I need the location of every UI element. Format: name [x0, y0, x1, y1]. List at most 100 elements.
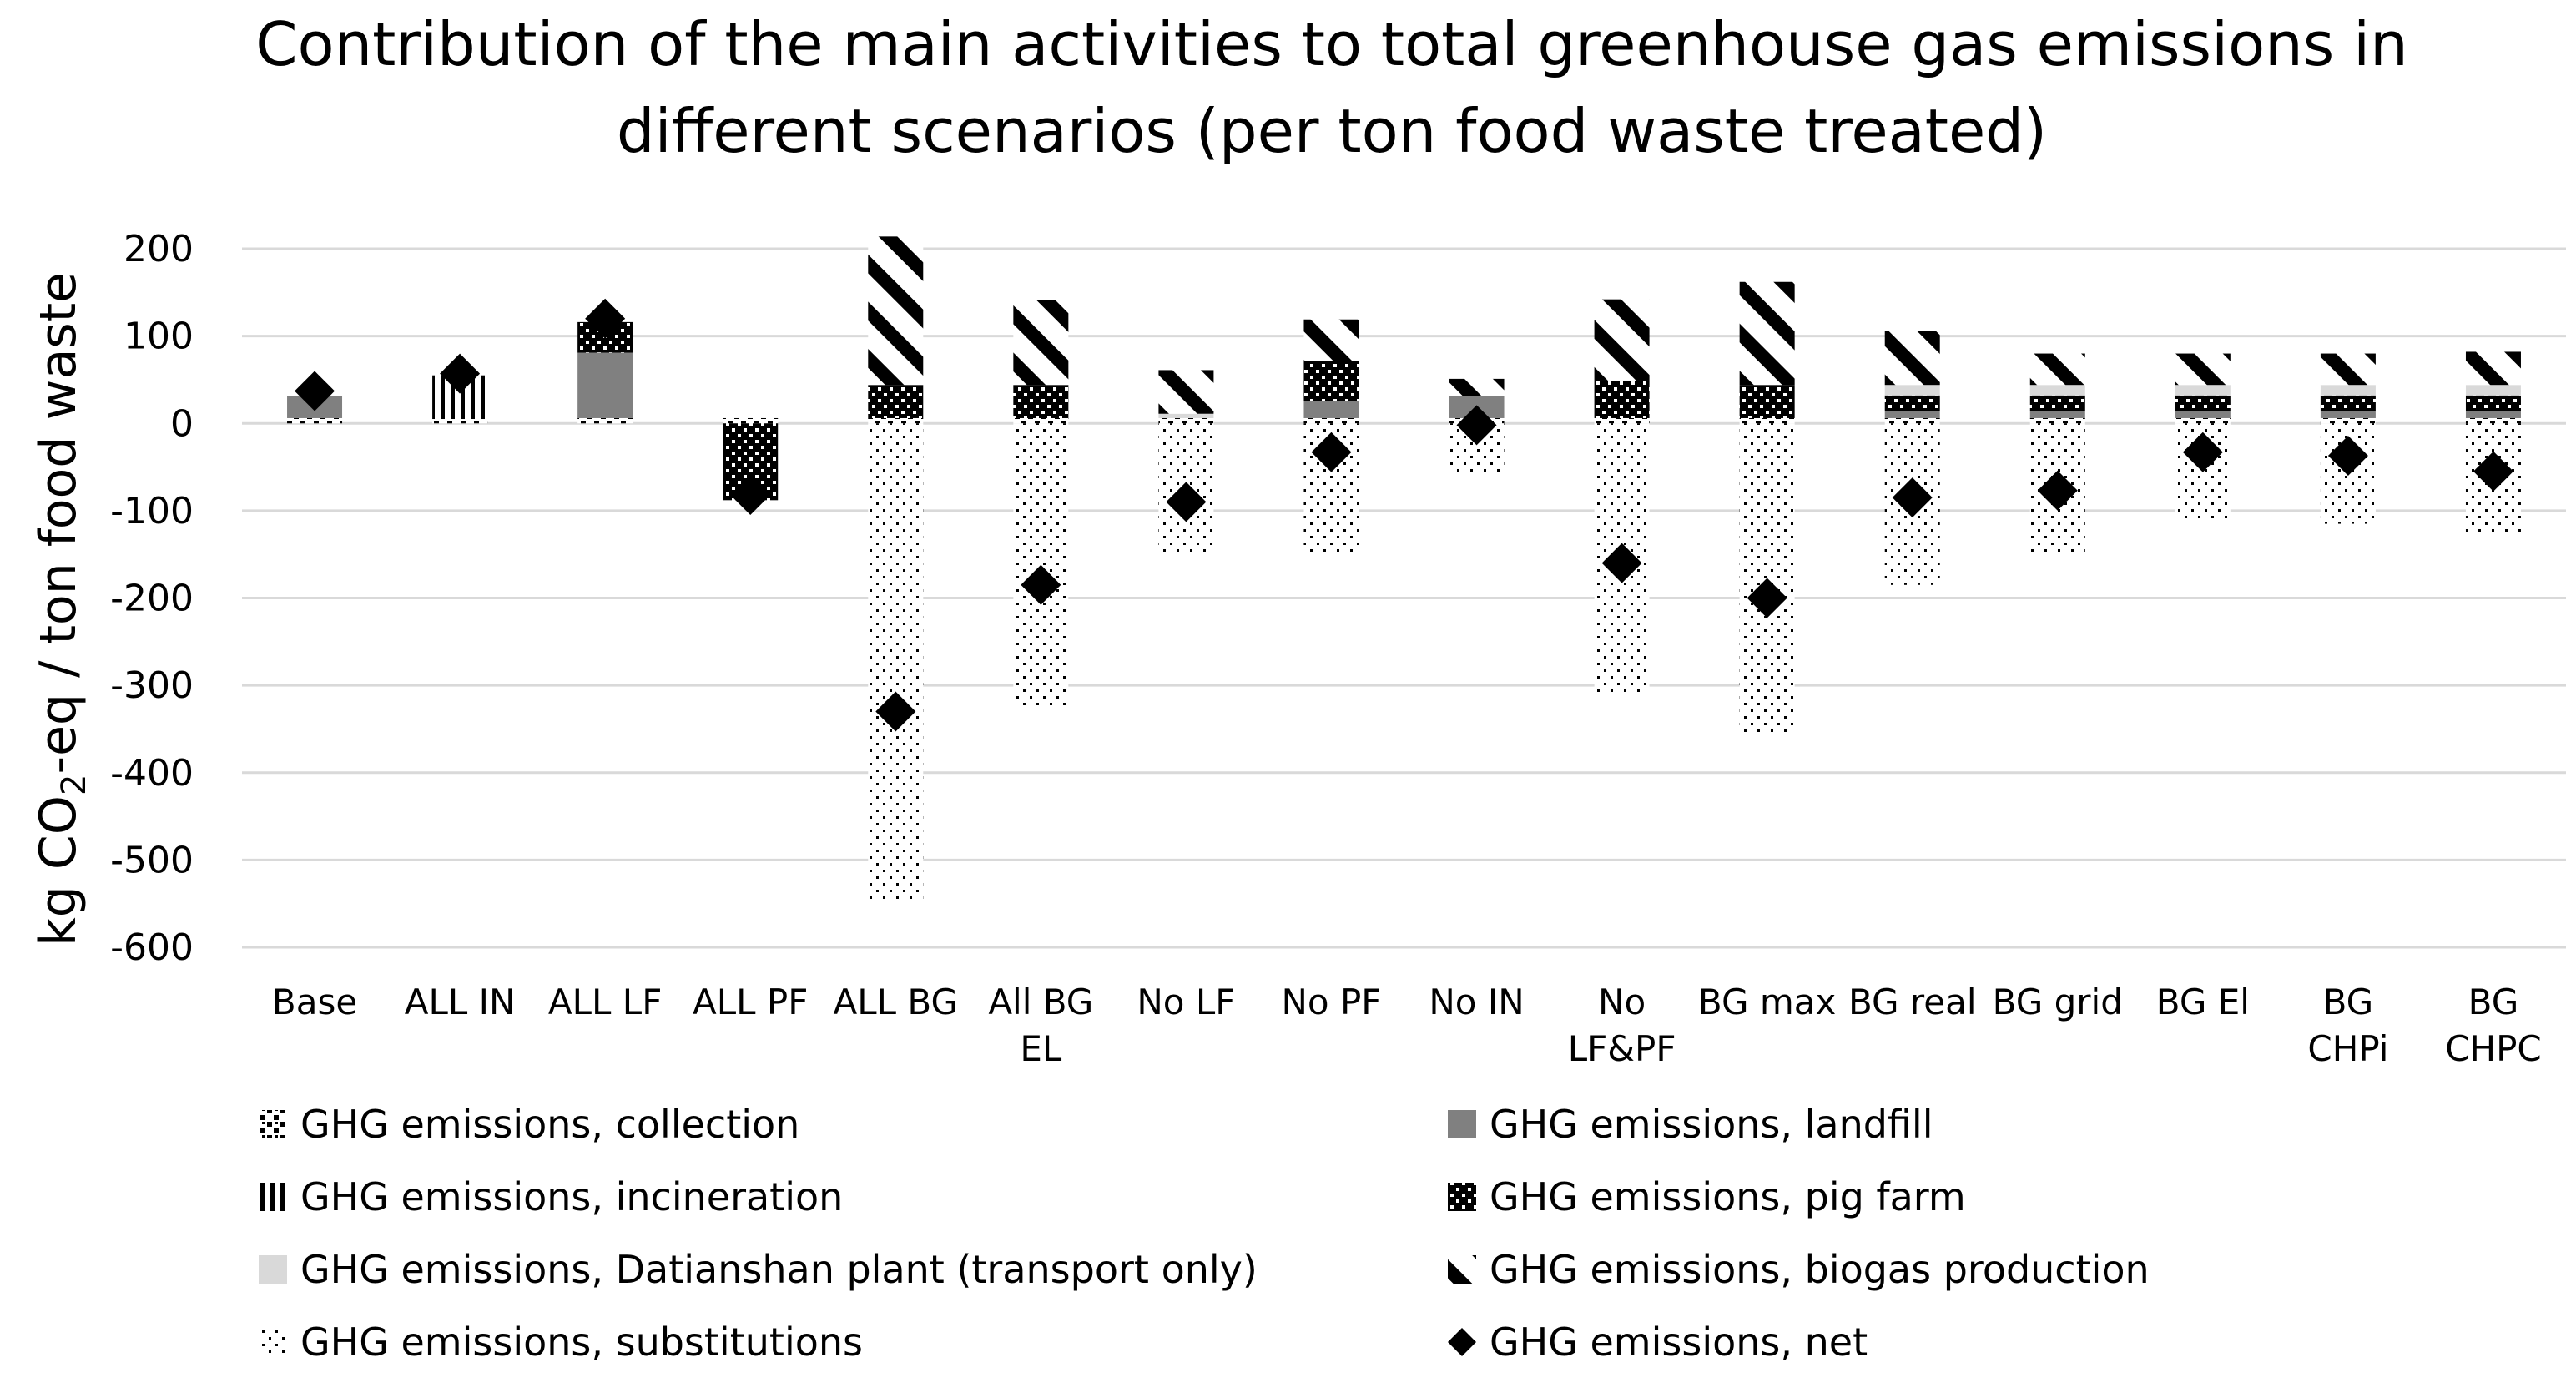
bar-segment-landfill: [2175, 411, 2231, 418]
bar-segment-collection: [287, 417, 343, 424]
y-axis-label-subscript: 2: [55, 775, 93, 795]
bar-segment-biogas: [1303, 319, 1359, 361]
bar-segment-collection: [868, 417, 924, 424]
bar-segment-landfill: [577, 352, 633, 418]
legend-swatch-net: [1448, 1328, 1476, 1356]
x-tick-label-line: CHPC: [2445, 1028, 2542, 1069]
legend-item: GHG emissions, landfill: [1448, 1102, 1933, 1147]
y-tick-label: -200: [110, 578, 194, 620]
legend-label: GHG emissions, substitutions: [300, 1320, 863, 1365]
x-tick-label-line: BG: [2468, 982, 2519, 1022]
legend-label: GHG emissions, net: [1490, 1320, 1868, 1365]
x-tick-label: No LF&PF: [1568, 982, 1676, 1069]
bar-stack: [2029, 353, 2085, 555]
bar-segment-pigfarm: [1739, 385, 1795, 418]
legend-item: GHG emissions, collection: [259, 1102, 799, 1147]
legend-label: GHG emissions, incineration: [300, 1174, 843, 1219]
x-tick-label-line: BG max: [1698, 982, 1836, 1022]
bar-segment-landfill: [2320, 411, 2376, 418]
bar-stack: [1884, 331, 1940, 585]
bar-segment-collection: [432, 419, 488, 424]
bar-segment-pigfarm: [2465, 395, 2521, 411]
chart-title-line-2: different scenarios (per ton food waste …: [617, 96, 2047, 166]
bar-segment-collection: [1884, 417, 1940, 424]
legend-label: GHG emissions, pig farm: [1490, 1174, 1966, 1219]
y-tick-label: -500: [110, 839, 194, 881]
x-tick-label-line: No IN: [1429, 982, 1524, 1022]
net-marker: [2473, 451, 2513, 492]
bar-segment-collection: [2029, 417, 2085, 424]
net-marker: [1021, 564, 1061, 605]
bar-segment-pigfarm: [868, 385, 924, 418]
legend-label: GHG emissions, Datianshan plant (transpo…: [300, 1247, 1258, 1292]
x-tick-label: ALL BG: [834, 982, 959, 1022]
x-tick-label: BG max: [1698, 982, 1836, 1022]
legend-item: GHG emissions, incineration: [259, 1174, 843, 1219]
bar-segment-collection: [2175, 417, 2231, 424]
bar-segment-pigfarm: [1303, 361, 1359, 401]
net-marker: [1892, 477, 1933, 518]
x-tick-label: BG real: [1848, 982, 1977, 1022]
bar-stack: [1158, 370, 1214, 555]
legend-swatch: [259, 1183, 287, 1211]
bar-segment-biogas: [1158, 370, 1214, 414]
x-tick-label-line: LF&PF: [1568, 1028, 1676, 1069]
net-marker: [2182, 432, 2223, 472]
x-tick-label-line: No: [1598, 982, 1646, 1022]
legend-item: GHG emissions, biogas production: [1448, 1247, 2150, 1292]
legend-swatch: [259, 1255, 287, 1284]
bar-segment-biogas: [2029, 353, 2085, 386]
bar-segment-landfill: [2029, 411, 2085, 418]
bar-stack: [2175, 353, 2231, 520]
legend-item: GHG emissions, Datianshan plant (transpo…: [259, 1247, 1258, 1292]
net-marker: [585, 298, 626, 339]
x-tick-label: BG CHPC: [2445, 982, 2542, 1069]
x-tick-label-line: ALL LF: [548, 982, 662, 1022]
x-tick-label: No LF: [1137, 982, 1235, 1022]
bar-segment-datianshan: [1158, 413, 1214, 418]
bar-stack: [1594, 299, 1650, 694]
x-tick-label-line: ALL BG: [834, 982, 959, 1022]
bar-segment-collection: [1739, 417, 1795, 424]
bar-segment-biogas: [868, 236, 924, 386]
bar-segment-datianshan: [1884, 385, 1940, 396]
net-marker: [295, 371, 335, 411]
y-tick-label: 0: [170, 402, 194, 445]
bar-segment-biogas: [1739, 281, 1795, 386]
x-tick-label-line: ALL PF: [693, 982, 808, 1022]
legend-item: GHG emissions, pig farm: [1448, 1174, 1966, 1219]
legend-swatch: [1448, 1183, 1476, 1211]
net-marker: [2327, 435, 2368, 476]
bar-segment-biogas: [2320, 353, 2376, 386]
x-tick-label: No PF: [1281, 982, 1381, 1022]
x-tick-label: No IN: [1429, 982, 1524, 1022]
legend-swatch: [259, 1110, 287, 1138]
x-tick-label-line: No PF: [1281, 982, 1381, 1022]
y-tick-label: -100: [110, 490, 194, 532]
bar-segment-datianshan: [2029, 385, 2085, 396]
x-tick-label-line: All BG: [988, 982, 1093, 1022]
y-axis-label-suffix: -eq / ton food waste: [29, 272, 88, 775]
x-tick-label: ALL PF: [693, 982, 808, 1022]
bar-segment-collection: [1013, 417, 1069, 424]
x-tick-label-line: CHPi: [2307, 1028, 2388, 1069]
y-axis-label: kg CO2-eq / ton food waste: [29, 272, 93, 946]
legend-label: GHG emissions, biogas production: [1490, 1247, 2150, 1292]
net-marker: [1747, 578, 1787, 618]
x-tick-label: All BG EL: [988, 982, 1093, 1069]
y-axis-ticks: 200 100 0 -100 -200 -300 -400 -500 -600: [110, 228, 194, 969]
chart-title-line-1: Contribution of the main activities to t…: [255, 9, 2408, 79]
bar-segment-pigfarm: [1013, 385, 1069, 418]
x-tick-label-line: BG real: [1848, 982, 1977, 1022]
x-tick-label-line: No LF: [1137, 982, 1235, 1022]
x-tick-label-line: EL: [1020, 1028, 1062, 1069]
x-tick-label-line: BG El: [2156, 982, 2250, 1022]
bar-segment-pigfarm: [2320, 395, 2376, 411]
bars: [287, 236, 2521, 900]
legend-item-net: GHG emissions, net: [1448, 1320, 1868, 1365]
x-tick-label: BG El: [2156, 982, 2250, 1022]
bar-segment-collection: [1303, 417, 1359, 424]
x-tick-label: BG CHPi: [2307, 982, 2388, 1069]
